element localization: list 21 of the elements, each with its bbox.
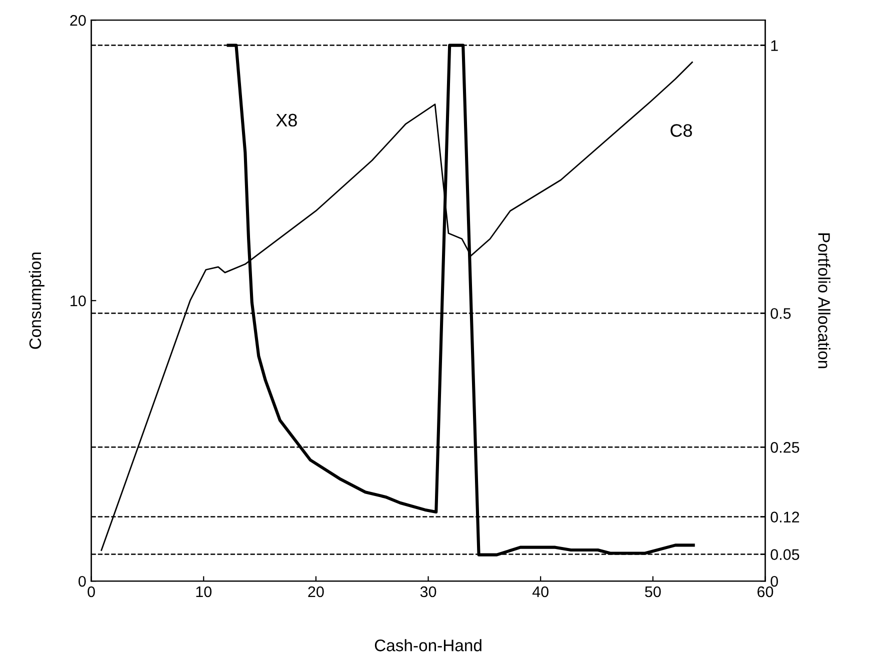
series-label: C8 — [670, 124, 692, 137]
y2-axis-title: Portfolio Allocation — [818, 233, 830, 368]
series-label: X8 — [276, 114, 297, 127]
y-axis-title: Consumption — [28, 252, 44, 349]
y-tick-label: 20 — [70, 15, 86, 26]
x-tick-label: 0 — [88, 586, 95, 598]
y-tick-label: 10 — [70, 295, 86, 306]
x-tick-label: 10 — [196, 586, 212, 598]
x-tick-label: 30 — [420, 586, 436, 598]
x-tick-label: 40 — [532, 586, 548, 598]
y2-tick-label: 1 — [771, 40, 778, 51]
x-tick-label: 50 — [645, 586, 661, 598]
y-tick-label: 0 — [78, 576, 86, 587]
x-axis-title: Cash-on-Hand — [374, 639, 482, 652]
y2-tick-label: 0.25 — [770, 442, 800, 453]
x-tick-label: 20 — [308, 586, 324, 598]
y2-tick-label: 0.12 — [770, 512, 800, 522]
y2-tick-label: 0 — [770, 576, 778, 587]
y2-tick-label: 0.5 — [770, 308, 791, 319]
x-tick-label: 60 — [758, 586, 774, 598]
y2-tick-label: 0.05 — [770, 549, 800, 560]
